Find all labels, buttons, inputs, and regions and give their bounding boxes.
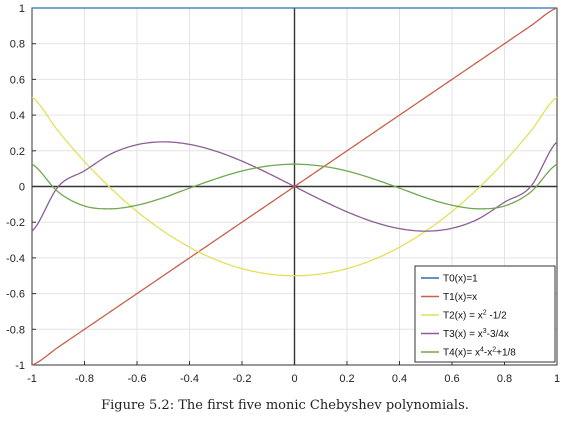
legend-entry: T0(x)=1 (443, 274, 478, 285)
tick-labels: -1 -0.8 -0.6 -0.4 -0.2 0 0.2 0.4 0.6 0.8 1 -1 -0.8 -0… (6, 3, 560, 385)
y-tick-label: 1 (19, 3, 25, 15)
legend-entry: T4(x)= x4-x2+1/8 (443, 347, 516, 359)
y-tick-label: -0.8 (6, 324, 25, 336)
series-lines (31, 7, 558, 366)
x-tick-label: 0.8 (497, 373, 512, 385)
y-tick-label: -0.4 (6, 253, 25, 265)
x-tick-label: -1 (27, 373, 37, 385)
series-line-T2 (31, 96, 558, 277)
y-tick-label: -1 (15, 360, 25, 372)
legend-entry: T3(x) = x3-3/4x (443, 328, 509, 340)
legend: T0(x)=1 T1(x)=x T2(x) = x2 -1/2 T3(x) = x3-… (414, 265, 556, 363)
chebyshev-chart: -1 -0.8 -0.6 -0.4 -0.2 0 0.2 0.4 0.6 0.8 1 -1 -0.8 -0… (6, 3, 560, 385)
figure-caption: Figure 5.2: The first five monic Chebysh… (101, 398, 469, 413)
x-tick-label: 0.6 (444, 373, 459, 385)
y-tick-label: 0 (19, 182, 25, 194)
x-tick-label: -0.6 (128, 373, 147, 385)
x-tick-label: -0.8 (75, 373, 94, 385)
x-tick-label: 1 (554, 373, 560, 385)
series-line-T3 (31, 141, 558, 232)
legend-entry: T1(x)=x (443, 292, 477, 303)
legend-entry: T2(x) = x2 -1/2 (443, 310, 507, 322)
y-tick-label: -0.6 (6, 289, 25, 301)
y-tick-label: 0.4 (10, 110, 25, 122)
x-tick-label: -0.4 (180, 373, 199, 385)
series-line-T4 (31, 163, 558, 210)
x-tick-label: 0.2 (339, 373, 354, 385)
y-tick-label: 0.8 (10, 39, 25, 51)
legend-box (414, 265, 556, 363)
x-tick-label: 0 (291, 373, 297, 385)
x-tick-label: 0.4 (392, 373, 407, 385)
x-tick-label: -0.2 (233, 373, 252, 385)
y-tick-label: 0.2 (10, 146, 25, 158)
y-tick-label: 0.6 (10, 74, 25, 86)
y-tick-label: -0.2 (6, 217, 25, 229)
